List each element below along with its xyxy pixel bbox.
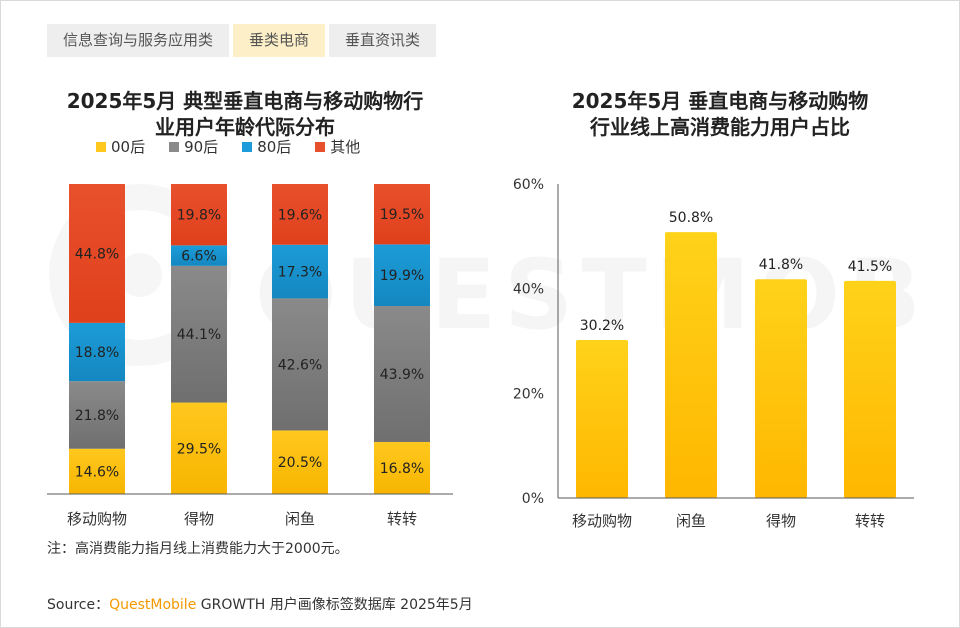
- left-chart-legend: 00后 90后 80后 其他: [96, 136, 360, 157]
- stack-segment: [69, 448, 125, 494]
- tab-info-query[interactable]: 信息查询与服务应用类: [47, 24, 230, 57]
- segment-value-label: 19.6%: [278, 207, 322, 223]
- legend-label-00: 00后: [111, 138, 146, 156]
- x-tick-label: 转转: [387, 510, 417, 528]
- legend-item-80: 80后: [242, 136, 291, 157]
- x-tick-label: 移动购物: [67, 510, 127, 528]
- source-line: Source：QuestMobile GROWTH 用户画像标签数据库 2025…: [47, 594, 473, 614]
- segment-value-label: 16.8%: [380, 461, 424, 477]
- stack-segment: [374, 244, 430, 307]
- segment-value-label: 29.5%: [177, 441, 221, 457]
- legend-label-80: 80后: [257, 138, 292, 156]
- stack-segment: [374, 184, 430, 245]
- stack-segment: [374, 306, 430, 442]
- right-title-line-1: 2025年5月 垂直电商与移动购物: [571, 89, 869, 113]
- segment-value-label: 42.6%: [278, 357, 322, 373]
- legend-swatch-other: [315, 141, 326, 152]
- left-title-line-1: 2025年5月 典型垂直电商与移动购物行: [66, 89, 424, 113]
- segment-value-label: 20.5%: [278, 455, 322, 471]
- left-chart-title: 2025年5月 典型垂直电商与移动购物行 业用户年龄代际分布: [40, 88, 450, 140]
- right-chart-title: 2025年5月 垂直电商与移动购物 行业线上高消费能力用户占比: [510, 88, 930, 140]
- stack-segment: [171, 402, 227, 494]
- legend-item-other: 其他: [315, 136, 360, 157]
- legend-swatch-00: [96, 141, 106, 152]
- stack-segment: [272, 244, 328, 299]
- source-prefix: Source：: [47, 597, 110, 613]
- segment-value-label: 19.9%: [380, 268, 424, 284]
- stack-segment: [374, 441, 430, 494]
- x-tick-label: 得物: [184, 510, 214, 528]
- legend-item-90: 90后: [169, 136, 218, 157]
- legend-label-other: 其他: [330, 138, 361, 156]
- segment-value-label: 21.8%: [75, 408, 119, 424]
- tab-vertical-ecommerce[interactable]: 垂类电商: [233, 24, 326, 57]
- stack-segment: [272, 298, 328, 431]
- segment-value-label: 19.5%: [380, 207, 424, 223]
- left-title-line-2: 业用户年龄代际分布: [155, 115, 335, 139]
- stack-segment: [272, 430, 328, 494]
- legend-item-00: 00后: [96, 136, 145, 157]
- segment-value-label: 17.3%: [278, 265, 322, 281]
- stack-segment: [171, 245, 227, 266]
- stack-segment: [69, 184, 125, 323]
- stack-segment: [69, 322, 125, 382]
- segment-value-label: 19.8%: [177, 208, 221, 224]
- stack-segment: [272, 184, 328, 245]
- right-title-line-2: 行业线上高消费能力用户占比: [590, 115, 850, 139]
- segment-value-label: 14.6%: [75, 464, 119, 480]
- legend-label-90: 90后: [184, 138, 219, 156]
- source-brand: QuestMobile: [109, 597, 197, 613]
- tab-vertical-news[interactable]: 垂直资讯类: [329, 24, 437, 57]
- footnote: 注：高消费能力指月线上消费能力大于2000元。: [47, 541, 349, 557]
- segment-value-label: 43.9%: [380, 367, 424, 383]
- category-tabs: 信息查询与服务应用类 垂类电商 垂直资讯类: [47, 24, 437, 57]
- legend-swatch-80: [242, 141, 253, 152]
- legend-swatch-90: [169, 141, 180, 152]
- segment-value-label: 44.8%: [75, 246, 119, 262]
- source-rest: GROWTH 用户画像标签数据库 2025年5月: [196, 597, 473, 613]
- segment-value-label: 6.6%: [181, 249, 217, 265]
- stack-segment: [171, 265, 227, 403]
- stack-segment: [69, 381, 125, 449]
- stack-segment: [171, 184, 227, 246]
- x-tick-label: 闲鱼: [285, 510, 315, 528]
- segment-value-label: 18.8%: [75, 345, 119, 361]
- segment-value-label: 44.1%: [177, 327, 221, 343]
